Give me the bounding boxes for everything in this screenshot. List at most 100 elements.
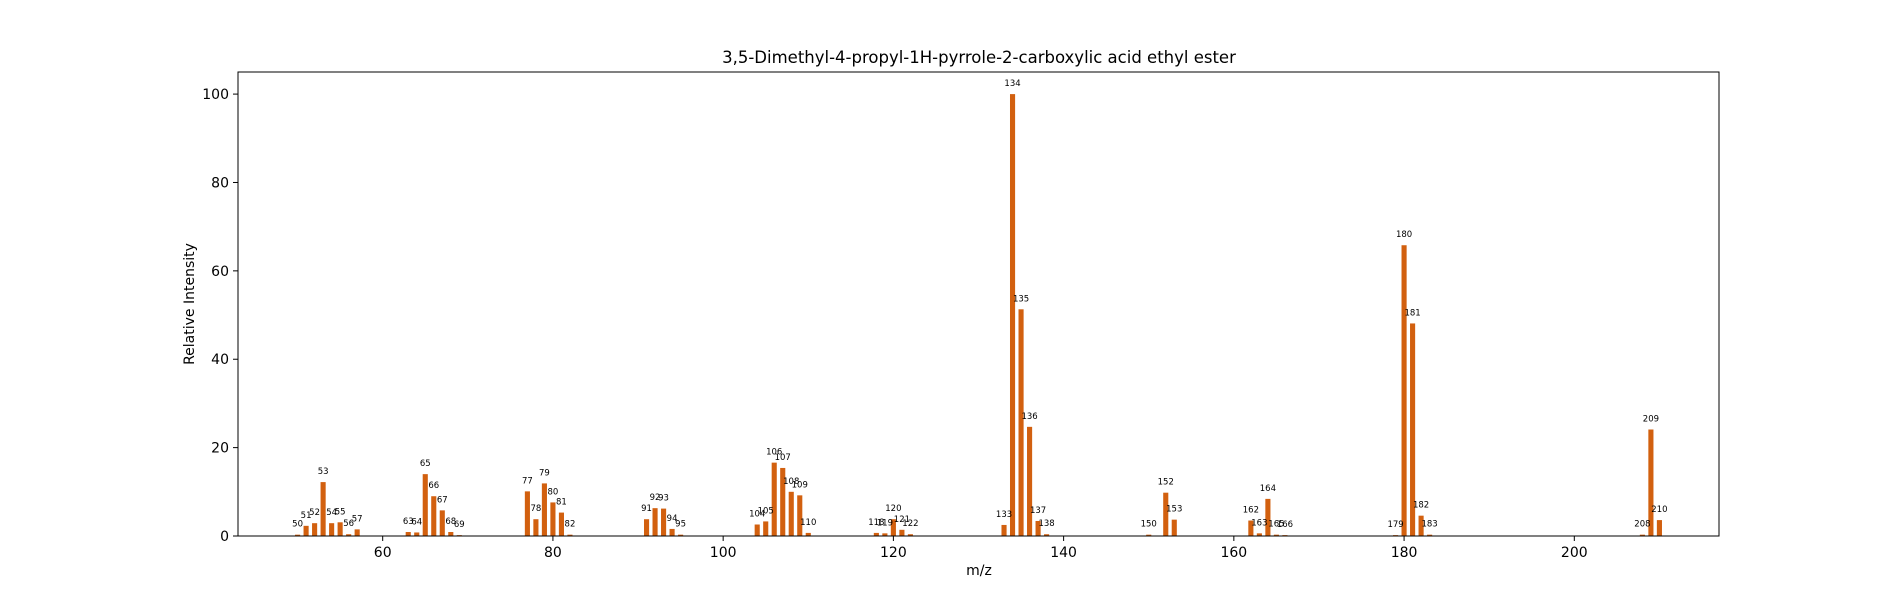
peak-label: 118 (868, 518, 884, 528)
peak-label: 95 (675, 520, 686, 530)
peak-label: 121 (894, 515, 910, 525)
y-tick-label: 100 (202, 87, 229, 103)
peak-label: 80 (548, 487, 559, 497)
peak-label: 209 (1643, 415, 1659, 425)
peak-label: 122 (902, 519, 918, 529)
peak-bar (1248, 520, 1254, 536)
peak-label: 79 (539, 468, 550, 478)
peak-bar (1265, 498, 1271, 536)
peak-label: 94 (667, 514, 678, 524)
peak-label: 81 (556, 498, 567, 508)
peak-bar (337, 522, 343, 536)
bars-group (295, 94, 1662, 537)
peak-bar (439, 510, 445, 536)
peak-bar (678, 534, 684, 536)
x-tick-label: 60 (374, 545, 392, 561)
peak-bar (788, 491, 794, 536)
peak-label: 92 (650, 493, 661, 503)
peak-label: 163 (1251, 518, 1267, 528)
peak-label: 53 (318, 467, 329, 477)
peak-bar (771, 462, 777, 536)
peak-label: 150 (1141, 520, 1157, 530)
peak-bar (1656, 520, 1662, 536)
peak-label: 69 (454, 520, 465, 530)
peak-bar (1044, 534, 1050, 536)
peak-label: 63 (403, 517, 414, 527)
peak-label: 51 (301, 511, 312, 521)
peak-label: 91 (641, 504, 652, 514)
peak-bar (354, 529, 360, 536)
peak-bar (882, 533, 888, 536)
peak-label: 208 (1634, 520, 1650, 530)
chart-title: 3,5-Dimethyl-4-propyl-1H-pyrrole-2-carbo… (722, 48, 1236, 67)
peak-bar (567, 534, 573, 536)
peak-label: 162 (1243, 506, 1259, 516)
peak-bar (763, 521, 769, 536)
peak-bar (1273, 534, 1279, 536)
peak-bar (1410, 323, 1416, 536)
peak-label: 138 (1038, 519, 1054, 529)
plot-area-frame (237, 71, 1720, 537)
peak-bar (1171, 519, 1177, 536)
y-axis-ticks: 0 20 40 60 80 100 (202, 87, 238, 545)
peak-label: 135 (1013, 294, 1029, 304)
peak-bar (312, 523, 318, 536)
peak-label: 133 (996, 510, 1012, 520)
peak-bar (661, 508, 667, 536)
peak-bar (346, 534, 352, 536)
peak-bar (431, 496, 437, 536)
peak-bar (1146, 534, 1152, 536)
peak-bar (1256, 533, 1262, 536)
peak-label: 166 (1277, 520, 1293, 530)
peak-label: 65 (420, 459, 431, 469)
peak-bar (644, 519, 650, 536)
peak-label: 107 (775, 453, 791, 463)
y-tick-label: 20 (211, 441, 229, 457)
peak-bar (1648, 429, 1654, 536)
peak-label: 64 (411, 517, 422, 527)
x-tick-label: 80 (544, 545, 562, 561)
peak-label: 180 (1396, 230, 1412, 240)
peak-label: 179 (1387, 520, 1403, 530)
x-axis-label: m/z (966, 563, 992, 579)
peak-label: 181 (1404, 308, 1420, 318)
x-tick-label: 180 (1391, 545, 1418, 561)
peak-bar (558, 512, 564, 536)
peak-label: 67 (437, 495, 448, 505)
peak-label: 54 (326, 508, 337, 518)
peak-bar (533, 519, 539, 536)
peak-label: 57 (352, 514, 363, 524)
peak-label: 106 (766, 448, 782, 458)
x-tick-label: 140 (1050, 545, 1077, 561)
y-tick-label: 0 (220, 529, 229, 545)
peak-bar (1163, 492, 1169, 536)
peak-bar (1401, 245, 1407, 537)
peak-bar (890, 519, 896, 536)
peak-label: 82 (565, 520, 576, 530)
peak-bar (754, 524, 760, 536)
peak-bar (448, 532, 454, 536)
peak-label: 78 (530, 504, 541, 514)
peak-label: 50 (292, 520, 303, 530)
y-tick-label: 60 (211, 264, 229, 280)
y-axis-label: Relative Intensity (182, 243, 198, 365)
peak-bar (780, 467, 786, 536)
peak-bar (414, 532, 420, 536)
peak-label: 68 (445, 517, 456, 527)
peak-label: 93 (658, 494, 669, 504)
peak-label: 55 (335, 507, 346, 517)
y-tick-label: 80 (211, 175, 229, 191)
peak-bar (295, 534, 301, 536)
peak-label: 152 (1158, 478, 1174, 488)
peak-label: 110 (800, 518, 816, 528)
x-tick-label: 200 (1561, 545, 1588, 561)
peak-label: 134 (1004, 79, 1020, 89)
peak-label: 109 (792, 480, 808, 490)
peak-bar (329, 523, 335, 536)
peak-label: 136 (1021, 412, 1037, 422)
peak-label: 105 (758, 506, 774, 516)
peak-label: 137 (1030, 506, 1046, 516)
peak-bar (669, 528, 675, 536)
